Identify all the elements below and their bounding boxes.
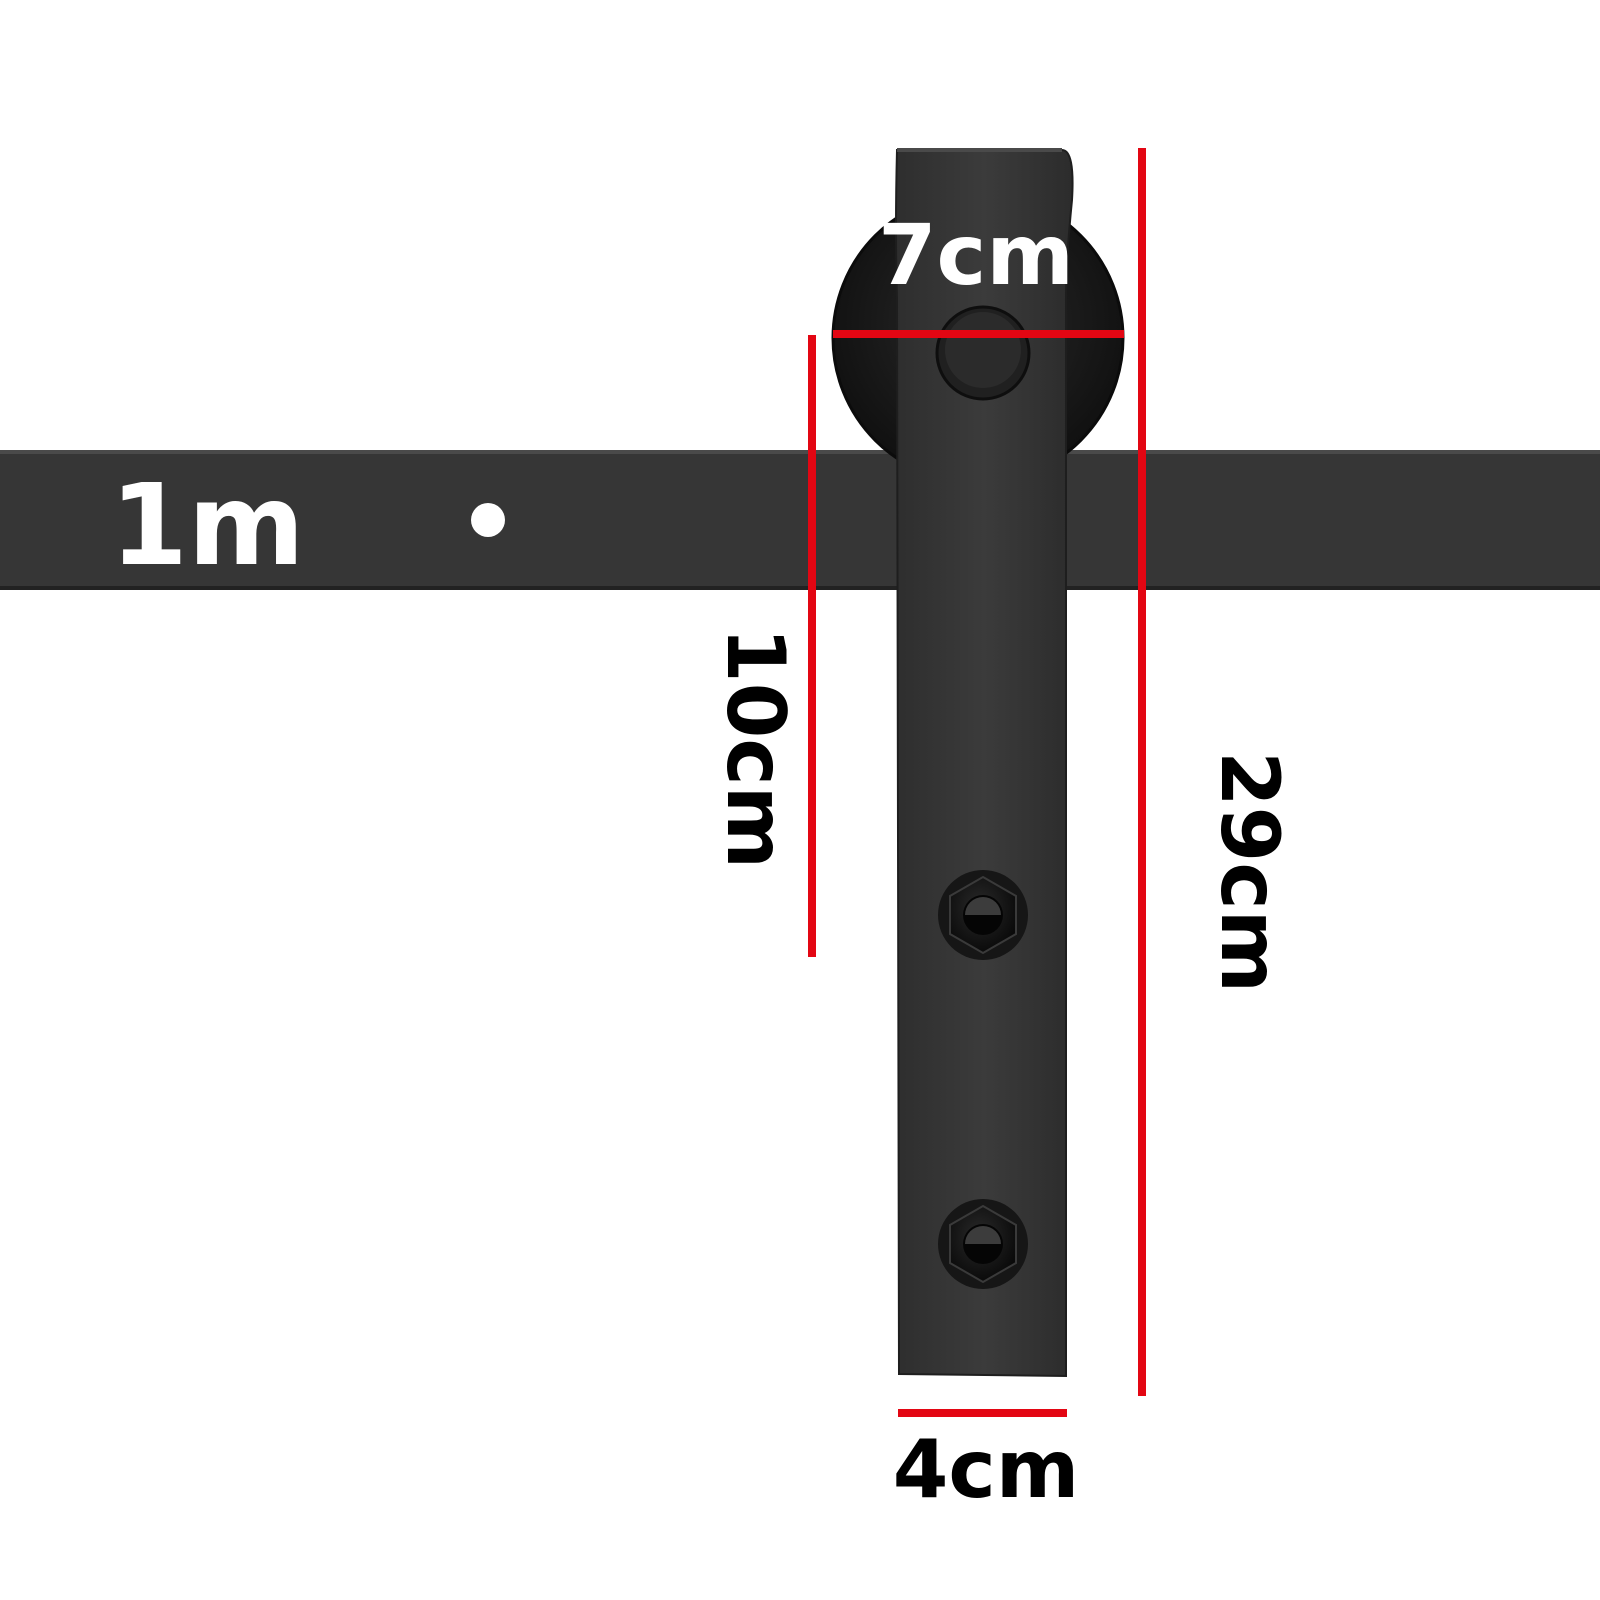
wheel-diameter-label: 7cm: [878, 206, 1074, 304]
bolt-upper: [938, 870, 1028, 960]
axle-cap: [935, 305, 1031, 401]
rail: [0, 450, 1600, 590]
rail-mounting-hole: [471, 503, 505, 537]
strap-width-label: 4cm: [893, 1423, 1079, 1516]
dimension-lines: [808, 148, 1146, 1417]
total-height-label: 29cm: [1203, 751, 1296, 993]
hanger-strap: [895, 148, 1074, 1378]
rail-length-label: 1m: [110, 461, 305, 591]
bolt-lower: [938, 1199, 1028, 1289]
drop-height-label: 10cm: [709, 627, 802, 869]
